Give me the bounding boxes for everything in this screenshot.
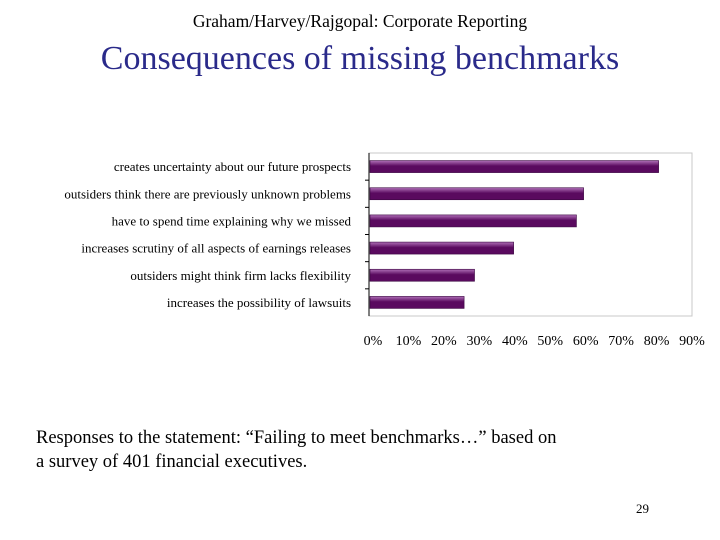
category-label: creates uncertainty about our future pro… — [114, 159, 351, 174]
slide-title: Consequences of missing benchmarks — [100, 40, 620, 77]
x-tick-label: 70% — [608, 334, 634, 349]
x-tick-label: 30% — [466, 334, 492, 349]
x-tick-label: 80% — [644, 334, 670, 349]
bar-chart: creates uncertainty about our future pro… — [64, 152, 705, 349]
category-label: increases the possibility of lawsuits — [167, 295, 351, 310]
x-tick-label: 40% — [502, 334, 528, 349]
category-label: increases scrutiny of all aspects of ear… — [81, 241, 351, 256]
plot-area — [368, 152, 693, 317]
bar-5 — [369, 268, 475, 282]
x-tick-label: 10% — [396, 334, 422, 349]
page-number: 29 — [636, 501, 649, 516]
bar-3 — [369, 214, 577, 228]
caption-line-2: a survey of 401 financial executives. — [36, 452, 308, 472]
slide-header: Graham/Harvey/Rajgopal: Corporate Report… — [192, 11, 528, 31]
bar-1 — [369, 160, 659, 173]
x-tick-label: 0% — [364, 334, 383, 349]
caption-line-1: Responses to the statement: “Failing to … — [36, 428, 557, 448]
bar-2 — [369, 187, 584, 201]
category-label: outsiders think there are previously unk… — [64, 186, 351, 201]
x-tick-label: 50% — [537, 334, 563, 349]
category-label: have to spend time explaining why we mis… — [112, 213, 352, 228]
x-tick-label: 60% — [573, 334, 599, 349]
category-label: outsiders might think firm lacks flexibi… — [130, 268, 351, 283]
x-tick-label: 90% — [679, 334, 705, 349]
chart-caption: Responses to the statement: “Failing to … — [36, 426, 636, 474]
x-tick-label: 20% — [431, 334, 457, 349]
bar-6 — [369, 296, 465, 309]
bar-4 — [369, 241, 514, 255]
